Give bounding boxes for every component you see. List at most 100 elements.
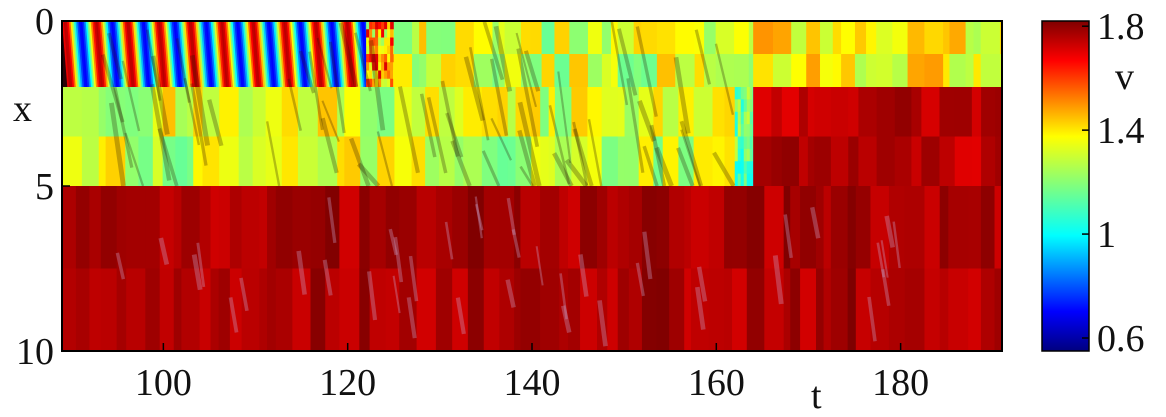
heatmap-cell [734,124,739,137]
heatmap-cell [965,21,975,55]
heatmap-cell [384,29,388,38]
heatmap-cell [743,111,748,125]
heatmap-cell [641,21,658,55]
heatmap-streak [559,273,568,320]
x-tick-label: 120 [319,362,376,404]
heatmap-cell [499,268,515,351]
heatmap-streak [490,117,513,161]
heatmap-cell [708,186,725,269]
heatmap-cell [381,21,385,30]
heatmap-streak [548,105,571,185]
heatmap-streak [368,39,386,131]
heatmap-cell [381,45,385,55]
heatmap-cell [199,186,211,269]
heatmap-cell [749,99,754,113]
heatmap-streak [316,37,333,89]
heatmap-cell [540,268,560,351]
heatmap-streak [610,21,629,106]
heatmap-cell [548,87,556,137]
heatmap-cell [675,54,696,88]
heatmap-cell [737,173,742,187]
heatmap-cell [394,87,413,137]
heatmap-cell [292,268,312,351]
heatmap-cell [344,136,361,187]
heatmap-cell [452,268,469,351]
heatmap-cell [310,186,326,269]
colorbar-tick-label: 1.8 [1097,6,1145,48]
heatmap-cell [366,21,370,30]
x-axis: 100 120 140 160 180 [135,343,929,404]
heatmap-cell [669,186,685,269]
heatmap-cell [360,136,378,187]
heatmap-cell [617,268,630,351]
heatmap-cell [372,54,376,63]
heatmap-cell [628,186,643,269]
heatmap-cell [297,136,319,187]
heatmap-streak [406,297,417,339]
heatmap-cell [554,54,570,88]
heatmap-streak [694,29,712,85]
heatmap-streak [635,26,658,117]
heatmap-cell [678,136,695,187]
heatmap-cell [393,70,395,80]
heatmap-cell [366,70,370,80]
heatmap-cell [911,136,922,187]
heatmap-cell [381,78,385,88]
heatmap-cell [939,186,949,269]
heatmap-streak [649,124,667,187]
heatmap-cell [369,45,373,55]
colorbar-ticks: 0.6 1 1.4 1.8 [1082,6,1145,360]
heatmap-cell [425,87,440,137]
heatmap-cell [601,21,612,55]
heatmap-streak [338,22,359,88]
heatmap-cell [617,54,635,88]
heatmap-cell [541,21,555,55]
heatmap-cell [749,148,754,162]
heatmap-cell [968,268,982,351]
heatmap-cell [393,78,395,88]
heatmap-cell [193,136,204,187]
heatmap-cell [800,268,817,351]
heatmap-cell [317,87,338,137]
heatmap-cell [704,54,717,88]
heatmap-streak [493,25,513,92]
heatmap-streak [884,215,895,248]
heatmap-cell [125,87,139,137]
heatmap-cell [381,29,385,38]
heatmap-cell [378,78,382,88]
heatmap-streak [190,83,208,166]
heatmap-streak [516,48,540,148]
heatmap-cell [297,87,319,137]
heatmap-cell [390,62,394,71]
heatmap-cell [999,54,1002,88]
heatmap-cell [504,21,522,55]
heatmap-cell [372,78,376,88]
heatmap-cell [540,136,550,187]
heatmap-cell [968,186,982,269]
heatmap-cell [455,21,475,55]
heatmap-streak [772,255,784,305]
heatmap-cell [772,21,792,55]
heatmap-streak [445,112,464,158]
heatmap-streak [101,54,125,123]
heatmap-cell [791,21,807,55]
heatmap-cell [737,136,742,150]
heatmap-cell [381,54,385,63]
heatmap-cell [497,87,509,137]
heatmap-streak [196,242,206,288]
heatmap-cell [847,268,857,351]
heatmap-cell [281,136,299,187]
heatmap-cell [743,136,748,150]
heatmap-cell [259,268,268,351]
heatmap-cell [888,186,906,269]
heatmap-cell [412,21,420,55]
heatmap-cell [980,54,1001,88]
heatmap-cell [948,186,969,269]
heatmap-cell [587,136,603,187]
x-tick-label: 180 [872,362,929,404]
heatmap-cell [394,136,413,187]
heatmap-cell [81,87,100,137]
heatmap-cell [830,186,849,269]
heatmap-cell [540,186,560,269]
heatmap-streak [617,28,638,96]
